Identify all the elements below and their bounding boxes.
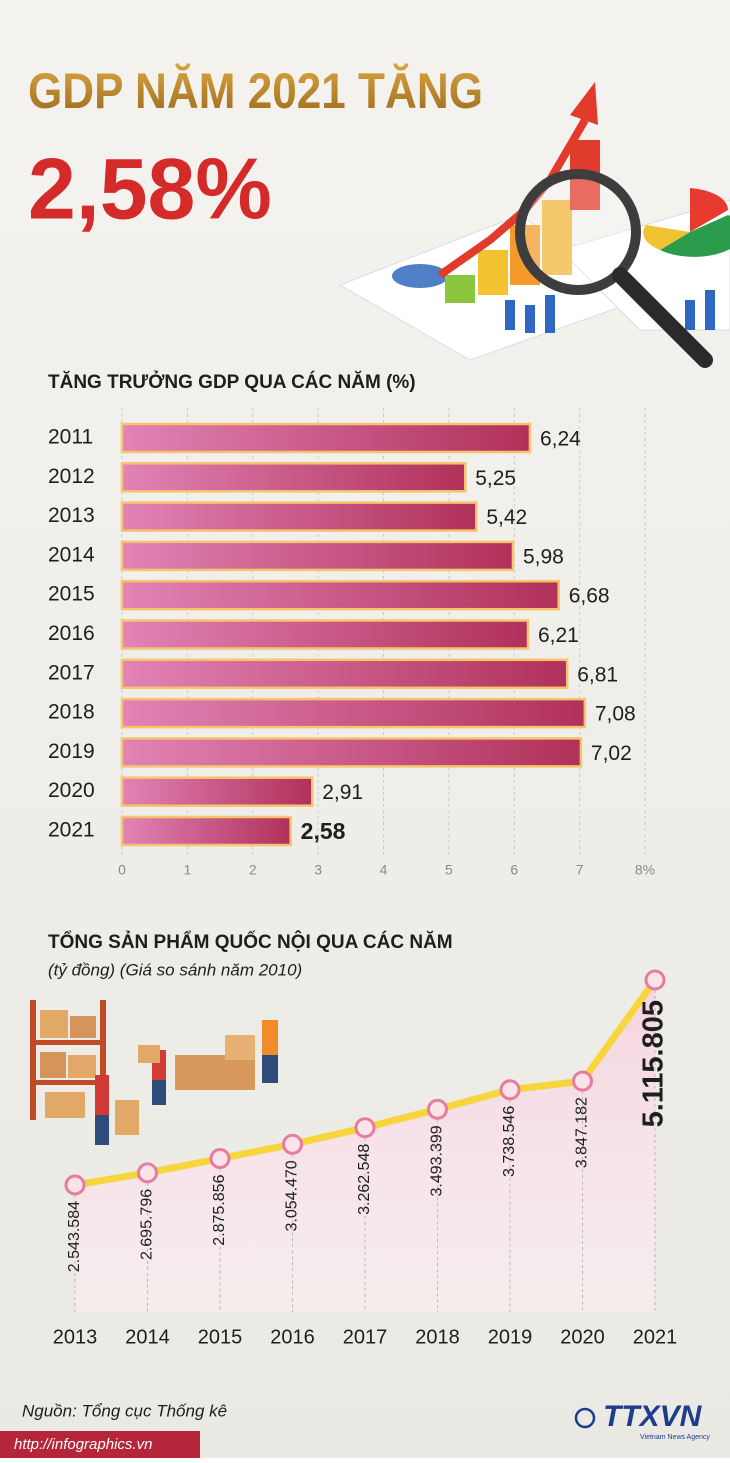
- x-tick-label: 8%: [635, 862, 655, 878]
- line-chart: 2.543.584 2013 2.695.796 2014 2.875.856 2015 3…: [53, 969, 678, 1348]
- x-tick-label: 2019: [488, 1326, 533, 1348]
- value-label: 2.695.796: [139, 1189, 156, 1260]
- bar-chart: 0 1 2 3 4 5 6 7 8% 2011 6,24 2012 5,25 2013 5,42 2014 5,…: [48, 408, 655, 878]
- y-tick-label: 2011: [48, 426, 93, 449]
- value-label: 2.875.856: [211, 1174, 228, 1245]
- value-label: 6,21: [538, 624, 579, 647]
- value-label: 5,25: [475, 467, 516, 490]
- x-tick-label: 2021: [633, 1326, 678, 1348]
- x-tick-label: 2014: [125, 1326, 170, 1348]
- bar: [120, 501, 478, 532]
- x-tick-label: 6: [510, 862, 518, 878]
- url-bar: [0, 1431, 200, 1458]
- x-tick-label: 2018: [415, 1326, 460, 1348]
- warehouse-illustration: [30, 1000, 278, 1145]
- bar: [120, 737, 583, 768]
- x-tick-label: 4: [380, 862, 388, 878]
- value-label: 6,81: [577, 663, 618, 686]
- value-label: 3.493.399: [429, 1125, 446, 1196]
- bar: [120, 462, 467, 493]
- copyright-icon: [574, 1407, 596, 1429]
- x-tick-label: 2013: [53, 1326, 98, 1348]
- value-label: 7,02: [591, 742, 632, 765]
- x-tick-label: 3: [314, 862, 322, 878]
- value-label: 7,08: [595, 703, 636, 726]
- x-tick-label: 7: [576, 862, 584, 878]
- y-tick-label: 2015: [48, 583, 95, 606]
- x-tick-label: 2015: [198, 1326, 243, 1348]
- bar: [120, 579, 560, 611]
- y-tick-label: 2021: [48, 819, 95, 842]
- y-tick-label: 2017: [48, 661, 95, 684]
- bar: [120, 776, 314, 807]
- point: [137, 1162, 158, 1184]
- x-tick-label: 2: [249, 862, 257, 878]
- point: [64, 1174, 86, 1196]
- x-tick-label: 2017: [343, 1326, 388, 1348]
- point: [644, 969, 666, 991]
- chart-title: TĂNG TRƯỞNG GDP QUA CÁC NĂM (%): [48, 371, 416, 393]
- bar: [120, 697, 587, 729]
- bar: [120, 658, 569, 690]
- bar: [120, 815, 292, 847]
- y-tick-label: 2012: [48, 465, 95, 488]
- value-label: 3.738.546: [501, 1106, 518, 1177]
- x-tick-label: 1: [183, 862, 191, 878]
- y-tick-label: 2018: [48, 701, 95, 724]
- url: http://infographics.vn: [14, 1436, 152, 1453]
- value-label: 6,68: [569, 585, 610, 608]
- value-label: 2,58: [301, 818, 346, 844]
- bar: [120, 540, 515, 572]
- value-label: 5,42: [486, 506, 527, 529]
- y-tick-label: 2016: [48, 622, 95, 645]
- y-tick-label: 2014: [48, 543, 95, 566]
- value-label: 5.115.805: [638, 1000, 670, 1127]
- agency: Vietnam News Agency: [640, 1434, 710, 1441]
- headline-value: 2,58%: [28, 142, 272, 238]
- point: [354, 1117, 376, 1139]
- value-label: 2,91: [322, 781, 363, 804]
- y-tick-label: 2013: [48, 504, 95, 527]
- value-label: 6,24: [540, 428, 581, 451]
- value-label: 5,98: [523, 545, 564, 568]
- x-tick-label: 2020: [560, 1326, 605, 1348]
- point: [427, 1098, 448, 1120]
- value-label: 3.054.470: [284, 1160, 301, 1231]
- value-label: 3.847.182: [574, 1097, 591, 1168]
- value-label: 2.543.584: [66, 1201, 83, 1272]
- headline: GDP NĂM 2021 TĂNG: [28, 63, 483, 119]
- bar: [120, 422, 532, 454]
- y-tick-label: 2019: [48, 740, 95, 763]
- point: [282, 1133, 303, 1155]
- point: [499, 1079, 521, 1101]
- illustration: [338, 82, 730, 368]
- point: [209, 1148, 231, 1170]
- y-tick-label: 2020: [48, 779, 95, 802]
- x-tick-label: 5: [445, 862, 453, 878]
- chart-title: TỔNG SẢN PHẨM QUỐC NỘI QUA CÁC NĂM: [48, 931, 453, 953]
- x-tick-label: 2016: [270, 1326, 315, 1348]
- x-tick-label: 0: [118, 862, 126, 878]
- logo: TTXVN: [603, 1400, 703, 1433]
- chart-subtitle: (tỷ đồng) (Giá so sánh năm 2010): [48, 960, 302, 979]
- bar: [120, 619, 530, 650]
- source: Nguồn: Tổng cục Thống kê: [22, 1401, 227, 1420]
- point: [572, 1070, 593, 1092]
- value-label: 3.262.548: [356, 1144, 373, 1215]
